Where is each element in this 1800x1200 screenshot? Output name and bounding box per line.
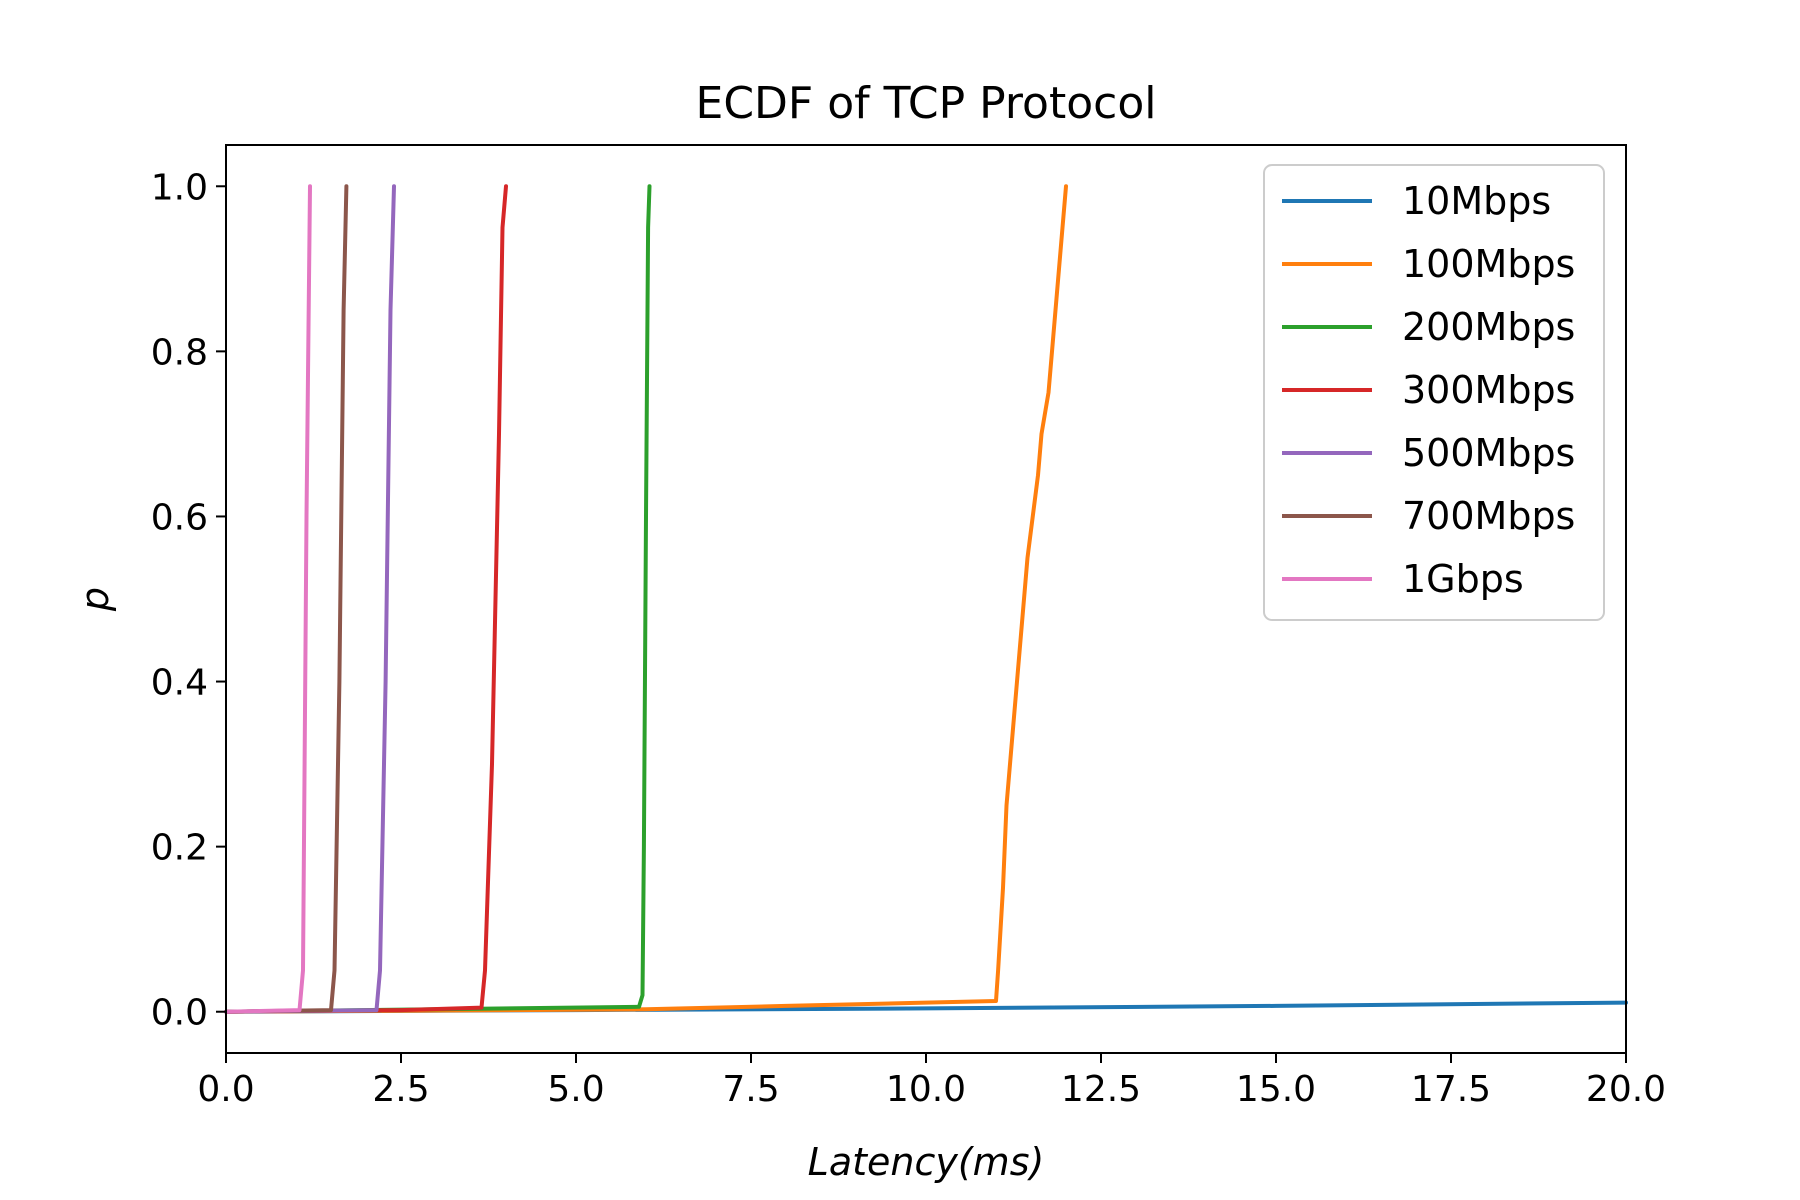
chart-title: ECDF of TCP Protocol xyxy=(696,78,1157,129)
legend: 10Mbps 100Mbps 200Mbps 300Mbps 500Mbps 700Mbp… xyxy=(1263,164,1605,621)
y-tick-label: 0.6 xyxy=(151,497,208,538)
legend-label-10Mbps: 10Mbps xyxy=(1402,179,1551,223)
y-tick-label: 0.4 xyxy=(151,663,208,704)
legend-label-300Mbps: 300Mbps xyxy=(1402,368,1575,412)
x-tick-label: 17.5 xyxy=(1411,1069,1491,1110)
x-tick-label: 7.5 xyxy=(722,1069,779,1110)
x-tick-label: 15.0 xyxy=(1236,1069,1316,1110)
y-axis-label: p xyxy=(73,587,117,612)
series-line-500Mbps xyxy=(224,184,396,1014)
legend-label-1Gbps: 1Gbps xyxy=(1402,557,1524,601)
legend-box xyxy=(1263,164,1605,621)
series-layer xyxy=(224,184,1628,1014)
y-tick-label: 0.8 xyxy=(151,332,208,373)
legend-label-700Mbps: 700Mbps xyxy=(1402,494,1575,538)
x-axis-label: Latency(ms) xyxy=(808,1140,1045,1184)
legend-label-100Mbps: 100Mbps xyxy=(1402,242,1575,286)
legend-label-500Mbps: 500Mbps xyxy=(1402,431,1575,475)
x-axis: 0.0 2.5 5.0 7.5 10.0 12.5 15.0 17.5 20.0 xyxy=(197,1053,1666,1110)
series-line-1Gbps xyxy=(224,184,312,1014)
x-tick-label: 0.0 xyxy=(197,1069,254,1110)
series-line-100Mbps xyxy=(224,184,1068,1014)
y-axis: 0.0 0.2 0.4 0.6 0.8 1.0 xyxy=(151,167,226,1034)
legend-label-200Mbps: 200Mbps xyxy=(1402,305,1575,349)
y-tick-label: 0.2 xyxy=(151,828,208,869)
series-line-700Mbps xyxy=(224,184,349,1014)
x-tick-label: 5.0 xyxy=(547,1069,604,1110)
x-tick-label: 20.0 xyxy=(1586,1069,1666,1110)
x-tick-label: 2.5 xyxy=(372,1069,429,1110)
x-tick-label: 12.5 xyxy=(1061,1069,1141,1110)
y-tick-label: 1.0 xyxy=(151,167,208,208)
series-line-300Mbps xyxy=(224,184,508,1014)
x-tick-label: 10.0 xyxy=(886,1069,966,1110)
y-tick-label: 0.0 xyxy=(151,993,208,1034)
